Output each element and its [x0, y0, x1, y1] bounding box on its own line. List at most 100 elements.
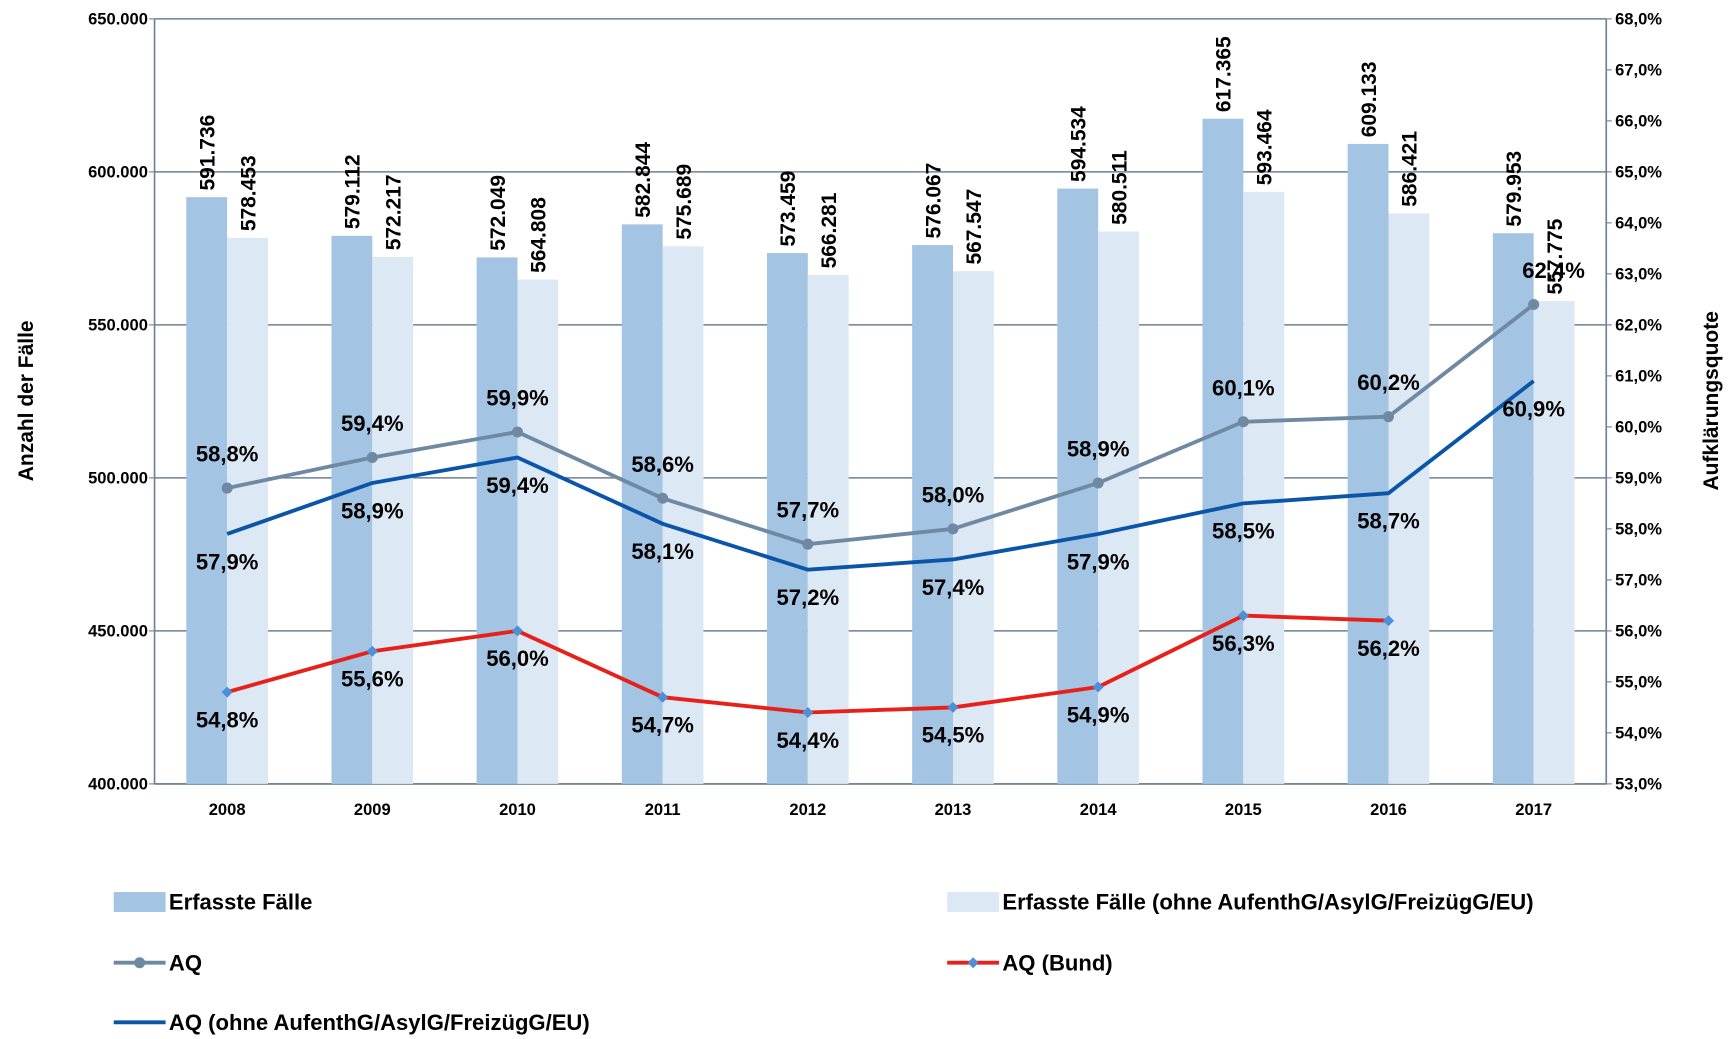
point-value-label: 58,1%	[631, 539, 694, 564]
y-axis-title: Anzahl der Fälle	[15, 320, 38, 481]
legend-swatch	[114, 892, 166, 912]
x-tick-label: 2016	[1370, 800, 1407, 819]
line-marker	[1093, 477, 1104, 488]
y-tick-label: 650.000	[88, 9, 148, 28]
line-marker	[657, 493, 668, 504]
y2-tick-label: 59,0%	[1615, 468, 1662, 487]
bar-value-label: 582.844	[632, 142, 655, 218]
y-tick-label: 550.000	[88, 315, 148, 334]
x-tick-label: 2012	[789, 800, 826, 819]
legend-label: AQ (ohne AufenthG/AsylG/FreizügG/EU)	[169, 1010, 590, 1035]
bar	[477, 257, 518, 783]
legend-label: Erfasste Fälle	[169, 890, 312, 915]
bar	[808, 275, 849, 784]
point-value-label: 54,7%	[631, 713, 694, 738]
line	[227, 381, 1534, 570]
line-marker	[1383, 411, 1394, 422]
chart: Anzahl der Fälle Aufklärungsquote 400.00…	[0, 0, 1731, 1039]
point-value-label: 57,9%	[1067, 549, 1130, 574]
point-value-label: 54,5%	[922, 723, 985, 748]
x-tick-label: 2017	[1515, 800, 1552, 819]
y2-tick-label: 57,0%	[1615, 570, 1662, 589]
point-value-label: 56,3%	[1212, 631, 1275, 656]
y2-tick-label: 54,0%	[1615, 723, 1662, 742]
y2-axis-title: Aufklärungsquote	[1700, 311, 1723, 490]
bar-value-label: 557.775	[1544, 218, 1567, 294]
legend-swatch	[947, 892, 999, 912]
y2-tick-label: 66,0%	[1615, 111, 1662, 130]
bar	[227, 238, 268, 784]
legend-label: AQ	[169, 950, 202, 975]
legend-label: Erfasste Fälle (ohne AufenthG/AsylG/Frei…	[1002, 890, 1533, 915]
point-value-label: 59,4%	[341, 411, 404, 436]
x-tick-label: 2009	[354, 800, 391, 819]
y-tick-label: 600.000	[88, 162, 148, 181]
bar	[1098, 232, 1139, 784]
bar	[1493, 233, 1534, 784]
y2-tick-label: 55,0%	[1615, 672, 1662, 691]
line	[227, 304, 1534, 544]
point-value-label: 56,0%	[486, 646, 549, 671]
point-value-label: 58,9%	[341, 498, 404, 523]
bar-value-label: 572.217	[382, 174, 405, 250]
line-marker	[1238, 416, 1249, 427]
bar-value-label: 580.511	[1108, 150, 1131, 225]
point-value-label: 54,9%	[1067, 702, 1130, 727]
bar-value-label: 572.049	[487, 175, 510, 251]
y2-tick-label: 53,0%	[1615, 774, 1662, 793]
bar-value-label: 593.464	[1253, 109, 1276, 185]
point-value-label: 60,9%	[1502, 396, 1565, 421]
y2-tick-label: 56,0%	[1615, 621, 1662, 640]
y2-tick-label: 64,0%	[1615, 213, 1662, 232]
line-marker	[367, 452, 378, 463]
line-marker	[802, 539, 813, 550]
y2-tick-label: 62,0%	[1615, 315, 1662, 334]
y2-tick-label: 60,0%	[1615, 417, 1662, 436]
point-value-label: 60,2%	[1357, 370, 1420, 395]
point-value-label: 59,9%	[486, 385, 549, 410]
bar	[622, 224, 663, 784]
line-marker	[222, 483, 233, 494]
y2-tick-label: 61,0%	[1615, 366, 1662, 385]
y-tick-label: 400.000	[88, 774, 148, 793]
bar-value-label: 591.736	[196, 115, 219, 191]
bar	[1534, 301, 1575, 784]
bar	[663, 246, 704, 784]
y-tick-label: 500.000	[88, 468, 148, 487]
y2-tick-label: 68,0%	[1615, 9, 1662, 28]
bar-value-label: 564.808	[528, 197, 551, 273]
x-tick-label: 2014	[1080, 800, 1118, 819]
point-value-label: 57,4%	[922, 575, 985, 600]
line-marker	[512, 426, 523, 437]
legend-marker	[968, 957, 979, 968]
bar	[517, 280, 558, 784]
point-value-label: 55,6%	[341, 667, 404, 692]
line-marker	[1528, 299, 1539, 310]
point-value-label: 58,5%	[1212, 519, 1275, 544]
bar-value-label: 617.365	[1213, 36, 1236, 112]
bar	[912, 245, 953, 784]
line-marker	[947, 523, 958, 534]
x-tick-label: 2011	[645, 800, 681, 819]
point-value-label: 58,0%	[922, 482, 985, 507]
bar-value-label: 579.112	[342, 155, 365, 230]
x-tick-label: 2008	[209, 800, 246, 819]
bar	[1243, 192, 1284, 784]
legend-label: AQ (Bund)	[1002, 950, 1112, 975]
y2-tick-label: 65,0%	[1615, 162, 1662, 181]
bar	[1348, 144, 1389, 784]
point-value-label: 57,9%	[196, 549, 259, 574]
bar	[1202, 119, 1243, 784]
x-tick-label: 2013	[935, 800, 972, 819]
bar-value-label: 573.459	[777, 171, 800, 247]
point-value-label: 54,4%	[777, 728, 840, 753]
bar	[1388, 213, 1429, 783]
point-value-label: 58,6%	[631, 452, 694, 477]
point-value-label: 56,2%	[1357, 636, 1420, 661]
y-tick-label: 450.000	[88, 621, 148, 640]
point-value-label: 57,2%	[777, 585, 840, 610]
point-value-label: 58,7%	[1357, 509, 1420, 534]
y2-tick-label: 58,0%	[1615, 519, 1662, 538]
point-value-label: 59,4%	[486, 473, 549, 498]
bar-value-label: 578.453	[237, 155, 260, 231]
